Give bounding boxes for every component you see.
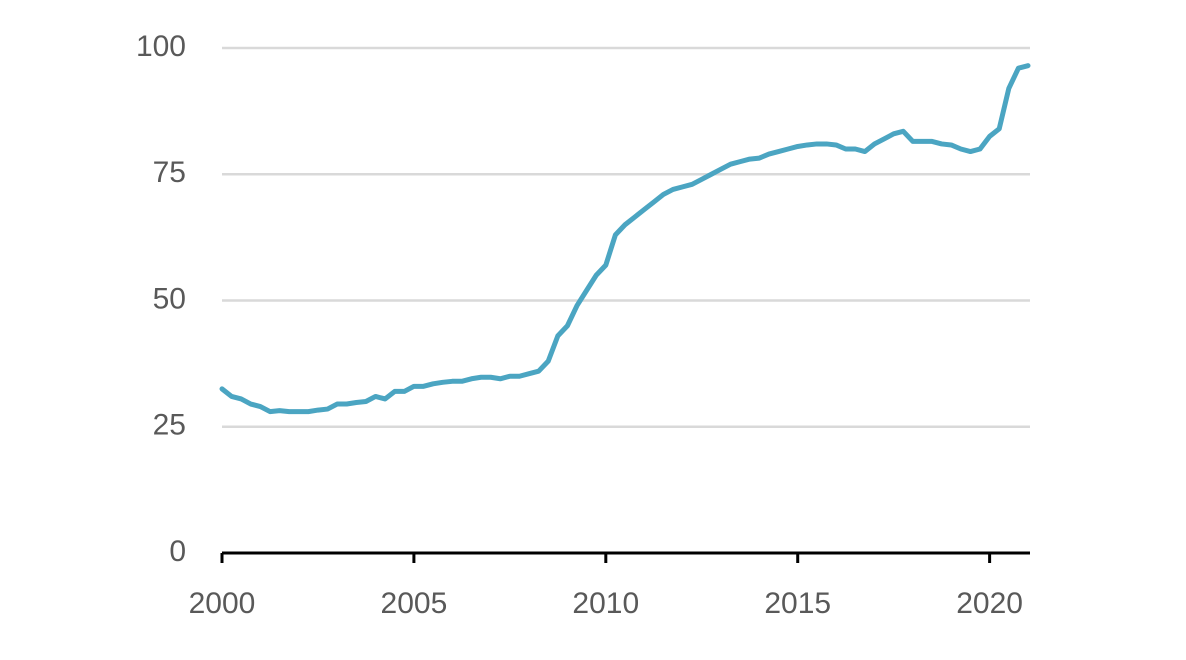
y-tick-label: 100: [136, 30, 186, 63]
x-tick-label: 2000: [189, 587, 256, 620]
y-tick-label: 50: [153, 282, 186, 315]
x-tick-label: 2010: [572, 587, 639, 620]
x-tick-label: 2020: [956, 587, 1023, 620]
y-tick-label: 25: [153, 409, 186, 442]
x-tick-label: 2015: [764, 587, 831, 620]
y-tick-label: 0: [169, 535, 186, 568]
y-tick-label: 75: [153, 156, 186, 189]
x-tick-label: 2005: [381, 587, 448, 620]
data-line: [219, 63, 1031, 415]
